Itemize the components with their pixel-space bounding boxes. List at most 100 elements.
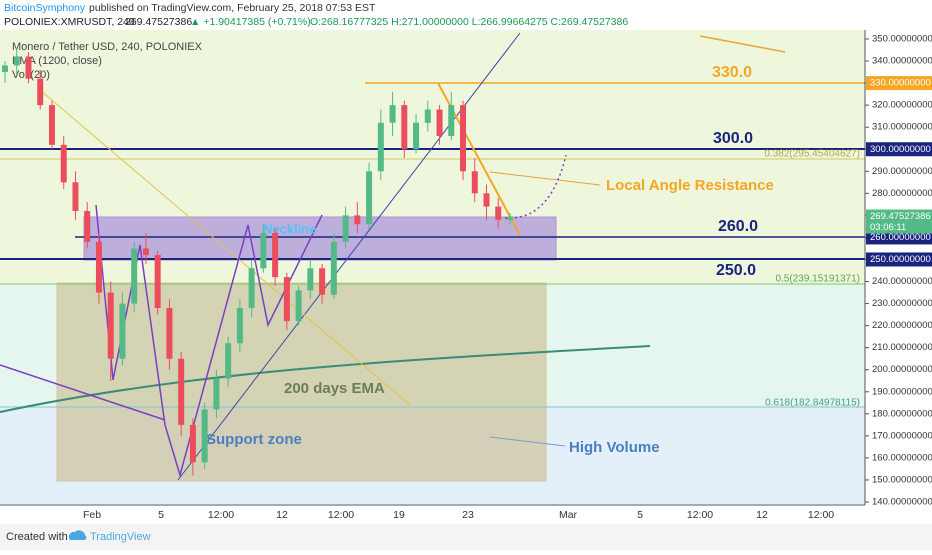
time-label: 12:00 <box>808 509 834 521</box>
price-label: 180.00000000 <box>872 408 932 419</box>
price-badge-label: 269.47527386 <box>870 211 931 222</box>
price-label: 230.00000000 <box>872 298 932 309</box>
price-badge-label: 300.00000000 <box>870 144 931 155</box>
candle-body <box>48 105 55 145</box>
projection <box>504 154 567 219</box>
candle-body <box>413 122 420 150</box>
candle-body <box>283 277 290 322</box>
annotation: Neckline <box>263 221 316 236</box>
candle-body <box>377 122 384 172</box>
author[interactable]: BitcoinSymphony <box>4 2 86 14</box>
candle-body <box>471 171 478 194</box>
annotation: 330.0 <box>712 64 752 81</box>
candle-body <box>213 378 220 410</box>
candle-body <box>401 105 408 150</box>
price-badge-label: 250.00000000 <box>870 254 931 265</box>
price-badge <box>866 142 932 157</box>
last: 269.47527386 <box>125 16 192 28</box>
price-label: 310.00000000 <box>872 122 932 133</box>
time-label: 12 <box>756 509 768 521</box>
candle-body <box>495 206 502 220</box>
ohlc: O:268.16777325 H:271.00000000 L:266.9966… <box>310 16 628 28</box>
price-badge <box>866 209 932 234</box>
annotation: 250.0 <box>716 262 756 279</box>
legend: EMA (1200, close) <box>12 55 102 67</box>
fib-label: 0.5(239.15191371) <box>775 274 860 285</box>
zigzag <box>95 204 323 478</box>
candle-body <box>354 215 361 225</box>
footer-brand[interactable]: TradingView <box>90 531 151 543</box>
footer-text: Created with <box>6 531 68 543</box>
candle-body <box>2 65 8 73</box>
price-label: 200.00000000 <box>872 364 932 375</box>
candle-body <box>37 78 44 106</box>
price-badge <box>866 252 932 267</box>
time-label: 12:00 <box>687 509 713 521</box>
candle-body <box>166 307 173 359</box>
candle-body <box>178 358 185 425</box>
neckline-box <box>83 216 557 261</box>
annotation: 300.0 <box>713 130 753 147</box>
candle-body <box>131 248 138 304</box>
ema-line <box>0 345 651 413</box>
annotation: High Volume <box>569 439 660 456</box>
candle-body <box>295 290 302 322</box>
candle-body <box>60 144 67 183</box>
candle-body <box>236 307 243 344</box>
price-badge-label: 330.00000000 <box>870 78 931 89</box>
change: ▲ +1.90417385 (+0.71%) <box>190 16 311 28</box>
price-label: 170.00000000 <box>872 430 932 441</box>
price-label: 280.00000000 <box>872 188 932 199</box>
price-label: 140.00000000 <box>872 497 932 508</box>
time-label: 19 <box>393 509 405 521</box>
symbol: POLONIEX:XMRUSDT, 240 <box>4 16 135 28</box>
candle-body <box>189 424 196 463</box>
candle-body <box>448 105 455 137</box>
price-label: 240.00000000 <box>872 276 932 287</box>
price-label: 160.00000000 <box>872 452 932 463</box>
candle-body <box>154 255 161 308</box>
price-badge-label: 260.00000000 <box>870 232 931 243</box>
candle-body <box>142 248 149 256</box>
candle-body <box>307 268 314 291</box>
price-label: 290.00000000 <box>872 166 932 177</box>
candle-body <box>460 105 467 172</box>
yellow-line <box>39 89 411 406</box>
candle-body <box>201 409 208 463</box>
time-label: 12:00 <box>208 509 234 521</box>
price-label: 350.00000000 <box>872 34 932 45</box>
annotation: Support zone <box>206 431 302 448</box>
time-label: 12:00 <box>328 509 354 521</box>
candle-body <box>507 216 513 220</box>
time-label: Feb <box>83 509 101 521</box>
candle-body <box>248 268 255 308</box>
candle-body <box>436 109 443 137</box>
candle-body <box>84 210 91 242</box>
price-badge <box>866 76 932 91</box>
candle-body <box>95 241 102 293</box>
price-label: 210.00000000 <box>872 342 932 353</box>
candle-body <box>72 182 79 211</box>
price-badge <box>866 230 932 245</box>
annotation: 260.0 <box>718 218 758 235</box>
price-label: 340.00000000 <box>872 56 932 67</box>
fib-label: 0.618(182.84978115) <box>765 398 860 409</box>
annotation: 200 days EMA <box>284 380 385 397</box>
candle-body <box>483 193 490 207</box>
candle-body <box>107 292 114 359</box>
logo <box>68 530 87 540</box>
price-label: 320.00000000 <box>872 100 932 111</box>
time-label: 12 <box>276 509 288 521</box>
candle-body <box>25 56 32 79</box>
candle-body <box>260 233 267 269</box>
footer <box>0 524 932 550</box>
orange-line <box>699 35 786 53</box>
price-label: 220.00000000 <box>872 320 932 331</box>
price-label: 150.00000000 <box>872 474 932 485</box>
time-label: 23 <box>462 509 474 521</box>
candle-body <box>366 171 373 225</box>
time-label: Mar <box>559 509 578 521</box>
candle-body <box>13 56 20 66</box>
candle-body <box>119 303 126 359</box>
candle-body <box>225 343 232 379</box>
